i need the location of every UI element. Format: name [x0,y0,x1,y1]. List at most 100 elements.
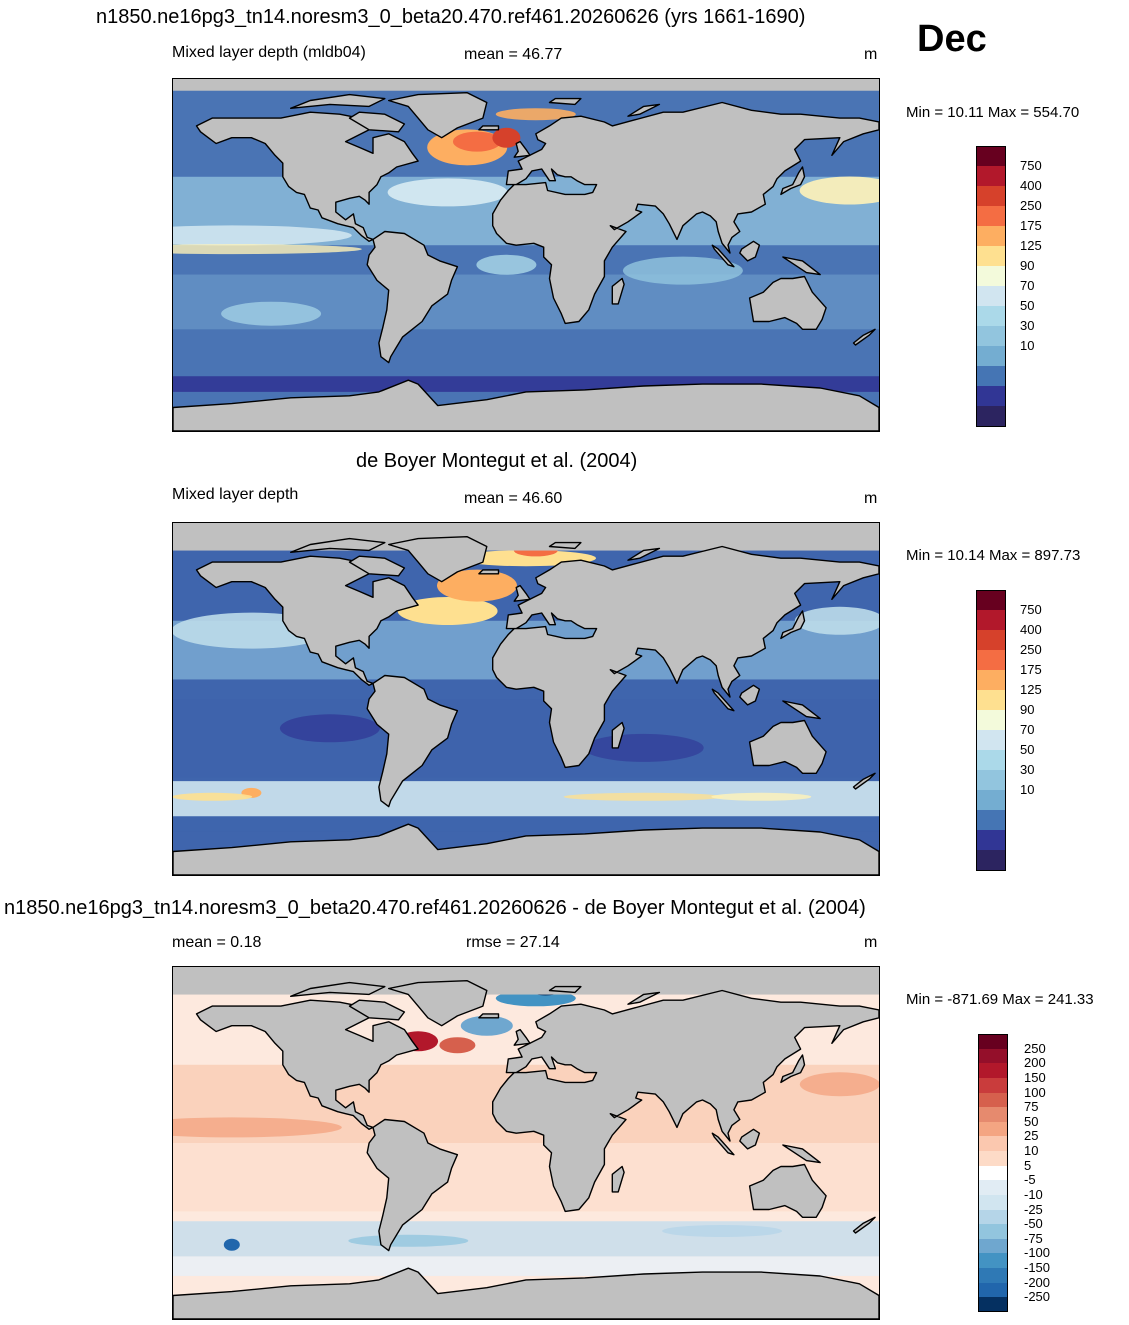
colorbar-swatch [976,306,1006,327]
panel-3-minmax: Min = -871.69 Max = 241.33 [906,991,1094,1008]
continents [173,536,879,875]
colorbar-swatch [976,590,1006,611]
panel-1-left-label: Mixed layer depth (mldb04) [172,44,366,61]
colorbar-label: 400 [1020,622,1042,637]
colorbar-swatch [976,146,1006,167]
panel-2-map [172,522,880,876]
colorbar-label: -5 [1024,1172,1036,1188]
colorbar-swatch [978,1136,1008,1152]
colorbar-label: 200 [1024,1055,1046,1071]
panel-2-left-label: Mixed layer depth [172,486,299,503]
colorbar-swatch [978,1253,1008,1269]
colorbar-swatch [976,166,1006,187]
colorbar-label: 70 [1020,722,1035,737]
panel-1-minmax: Min = 10.11 Max = 554.70 [906,104,1080,121]
figure-title: n1850.ne16pg3_tn14.noresm3_0_beta20.470.… [96,6,806,28]
colorbar-swatch [978,1151,1008,1167]
colorbar-swatch [976,670,1006,691]
colorbar-label: 250 [1020,642,1042,657]
colorbar-swatch [976,226,1006,247]
panel-3-mean: mean = 0.18 [172,934,262,951]
colorbar-label: -150 [1024,1260,1051,1276]
panel-1-units: m [864,46,878,63]
colorbar-label: 30 [1020,762,1035,777]
colorbar-label: -200 [1024,1274,1051,1290]
colorbar-label: 25 [1024,1128,1039,1144]
colorbar-label: 5 [1024,1157,1032,1173]
colorbar-swatch [976,730,1006,751]
colorbar-swatch [976,186,1006,207]
colorbar-swatch [976,610,1006,631]
colorbar-swatch [978,1034,1008,1050]
panel-3-map [172,966,880,1320]
colorbar-label: 750 [1020,158,1042,173]
colorbar-label: 50 [1024,1113,1039,1129]
colorbar-label: 175 [1020,218,1042,233]
colorbar-swatch [978,1077,1008,1094]
colorbar-swatch [978,1268,1008,1284]
panel-3-title: n1850.ne16pg3_tn14.noresm3_0_beta20.470.… [4,897,866,919]
colorbar-label: 30 [1020,318,1035,333]
colorbar-label: -75 [1024,1230,1043,1246]
panel-2-title: de Boyer Montegut et al. (2004) [356,450,638,472]
colorbar-swatch [978,1194,1008,1211]
continents [173,92,879,431]
continents [173,980,879,1319]
panel-3-units: m [864,934,878,951]
colorbar-swatch [978,1282,1008,1298]
colorbar-swatch [976,690,1006,711]
colorbar-swatch [976,206,1006,227]
colorbar-label: 250 [1024,1040,1046,1056]
panel-1-mean: mean = 46.77 [464,46,563,63]
colorbar-swatch [976,346,1006,367]
colorbar-label: 400 [1020,178,1042,193]
colorbar-swatch [976,286,1006,307]
colorbar-swatch [978,1165,1008,1181]
colorbar-swatch [978,1180,1008,1196]
colorbar-label: 750 [1020,602,1042,617]
colorbar-label: 70 [1020,278,1035,293]
colorbar-swatch [978,1209,1008,1225]
colorbar-swatch [978,1063,1008,1079]
month-label: Dec [917,18,987,60]
panel-1-map [172,78,880,432]
colorbar-swatch [976,830,1006,851]
colorbar-label: 175 [1020,662,1042,677]
colorbar-label: 10 [1020,338,1035,353]
colorbar-label: -250 [1024,1289,1051,1305]
colorbar-swatch [978,1297,1008,1313]
colorbar-label: -50 [1024,1216,1043,1232]
colorbar-swatch [978,1224,1008,1240]
colorbar-swatch [976,266,1006,287]
colorbar-swatch [976,386,1006,407]
colorbar-label: 90 [1020,258,1035,273]
colorbar-swatch [976,650,1006,671]
colorbar-label: -25 [1024,1201,1043,1217]
colorbar-label: 125 [1020,682,1042,697]
colorbar-label: 50 [1020,742,1035,757]
panel-2-units: m [864,490,878,507]
colorbar-label: 75 [1024,1099,1039,1115]
colorbar-swatch [978,1121,1008,1137]
colorbar-label: -10 [1024,1186,1043,1202]
colorbar-swatch [976,366,1006,387]
colorbar-swatch [976,790,1006,811]
colorbar-swatch [976,750,1006,771]
colorbar-swatch [976,810,1006,831]
colorbar-swatch [976,326,1006,347]
colorbar-swatch [976,630,1006,651]
colorbar-label: 50 [1020,298,1035,313]
colorbar-label: 250 [1020,198,1042,213]
colorbar-label: 10 [1024,1143,1039,1159]
colorbar-label: 125 [1020,238,1042,253]
colorbar-swatch [978,1238,1008,1254]
colorbar-label: -100 [1024,1245,1051,1261]
colorbar-swatch [976,770,1006,791]
colorbar-swatch [976,710,1006,731]
panel-2-mean: mean = 46.60 [464,490,563,507]
panel-2-minmax: Min = 10.14 Max = 897.73 [906,547,1081,564]
colorbar-swatch [978,1048,1008,1064]
colorbar-label: 10 [1020,782,1035,797]
colorbar-swatch [978,1107,1008,1123]
colorbar-swatch [978,1092,1008,1108]
